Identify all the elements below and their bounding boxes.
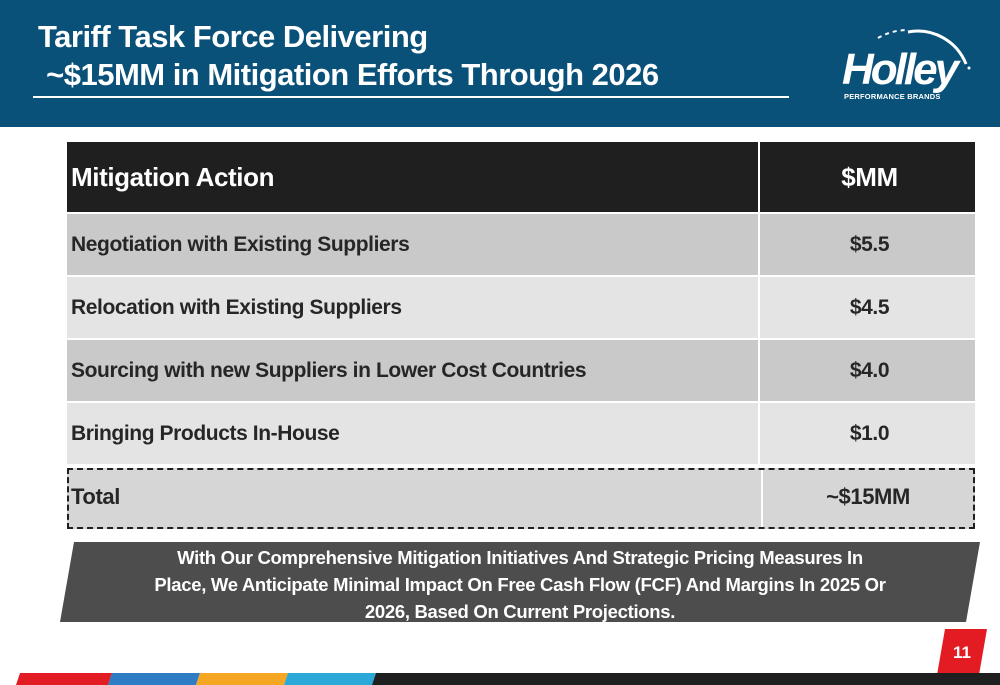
slide-title-line-2: ~$15MM in Mitigation Efforts Through 202…: [38, 57, 659, 92]
table-header-row: Mitigation Action $MM: [67, 142, 975, 214]
value-cell: $4.0: [758, 339, 975, 403]
logo-tagline: PERFORMANCE BRANDS: [844, 92, 941, 101]
page-number: 11: [953, 643, 971, 662]
table-row: Sourcing with new Suppliers in Lower Cos…: [67, 339, 975, 403]
table-row: Relocation with Existing Suppliers $4.5: [67, 276, 975, 340]
value-cell: $4.5: [758, 276, 975, 340]
value-cell: $5.5: [758, 213, 975, 277]
total-value: ~$15MM: [826, 484, 910, 509]
page-number-badge: 11: [937, 629, 987, 675]
action-cell: Relocation with Existing Suppliers: [67, 276, 759, 340]
action-cell: Sourcing with new Suppliers in Lower Cos…: [67, 339, 759, 403]
table-row: Negotiation with Existing Suppliers $5.5: [67, 213, 975, 277]
holley-logo: Holley PERFORMANCE BRANDS: [838, 24, 976, 104]
table-row: Bringing Products In-House $1.0: [67, 402, 975, 466]
slide-title-line-1: Tariff Task Force Delivering: [38, 19, 428, 54]
page-badge-shape: [937, 629, 987, 675]
slide-header: Tariff Task Force Delivering ~$15MM in M…: [0, 0, 1000, 127]
mitigation-table: Mitigation Action $MM Negotiation with E…: [67, 142, 975, 466]
logo-swoosh-icon: [877, 28, 971, 70]
total-label: Total: [71, 484, 120, 509]
action-cell: Bringing Products In-House: [67, 402, 759, 466]
title-underline: [33, 96, 789, 98]
logo-wordmark: Holley: [842, 45, 959, 94]
value-cell: $1.0: [758, 402, 975, 466]
summary-text: With Our Comprehensive Mitigation Initia…: [154, 547, 886, 622]
column-header-action: Mitigation Action: [67, 142, 759, 214]
column-header-value: $MM: [758, 142, 975, 214]
footer-color-stripes: [16, 673, 1000, 685]
banner-shape: [60, 542, 980, 622]
action-cell: Negotiation with Existing Suppliers: [67, 213, 759, 277]
total-row: Total ~$15MM: [67, 468, 975, 529]
slide-title: Tariff Task Force Delivering ~$15MM in M…: [38, 18, 659, 94]
total-divider: [761, 470, 763, 527]
summary-banner: With Our Comprehensive Mitigation Initia…: [60, 542, 980, 622]
